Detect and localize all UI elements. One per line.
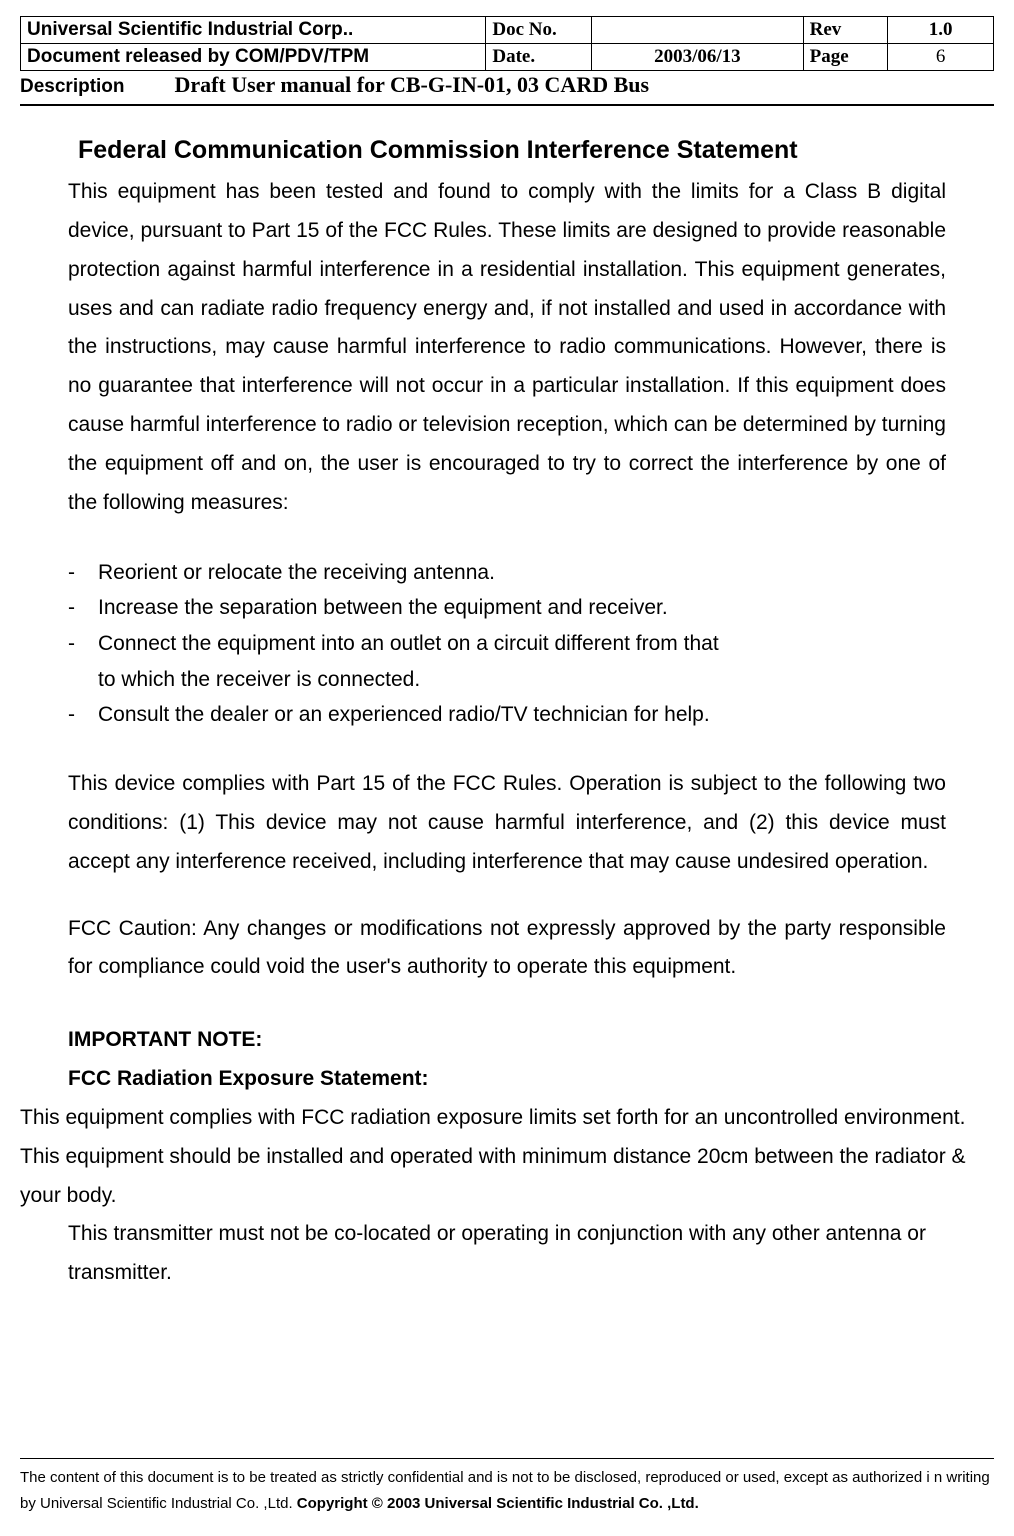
fcc-title: Federal Communication Commission Interfe…	[78, 136, 946, 165]
description-label: Description	[20, 76, 170, 98]
transmitter-body: This transmitter must not be co-located …	[68, 1215, 946, 1293]
rev-label: Rev	[803, 17, 888, 44]
radiation-body: This equipment complies with FCC radiati…	[20, 1099, 986, 1216]
list-item: -Increase the separation between the equ…	[68, 590, 946, 626]
list-item: -Connect the equipment into an outlet on…	[68, 626, 946, 697]
para-3: FCC Caution: Any changes or modification…	[68, 910, 946, 988]
date-value: 2003/06/13	[592, 44, 804, 71]
docno-label: Doc No.	[486, 17, 592, 44]
para-2: This device complies with Part 15 of the…	[68, 765, 946, 882]
released-by: Document released by COM/PDV/TPM	[21, 44, 486, 71]
rev-value: 1.0	[888, 17, 994, 44]
page-label: Page	[803, 44, 888, 71]
measures-list: -Reorient or relocate the receiving ante…	[68, 555, 946, 733]
date-label: Date.	[486, 44, 592, 71]
radiation-title: FCC Radiation Exposure Statement:	[68, 1060, 946, 1099]
description-row: Description Draft User manual for CB-G-I…	[20, 71, 994, 106]
important-note-heading: IMPORTANT NOTE:	[68, 1021, 946, 1060]
footer: The content of this document is to be tr…	[20, 1458, 994, 1516]
content-area: Federal Communication Commission Interfe…	[20, 136, 994, 1293]
company-name: Universal Scientific Industrial Corp..	[21, 17, 486, 44]
list-item: -Reorient or relocate the receiving ante…	[68, 555, 946, 591]
page-value: 6	[888, 44, 994, 71]
header-table: Universal Scientific Industrial Corp.. D…	[20, 16, 994, 71]
docno-value	[592, 17, 804, 44]
para-1: This equipment has been tested and found…	[68, 173, 946, 523]
list-item: -Consult the dealer or an experienced ra…	[68, 697, 946, 733]
description-text: Draft User manual for CB-G-IN-01, 03 CAR…	[174, 72, 649, 97]
copyright-text: Copyright © 2003 Universal Scientific In…	[297, 1495, 699, 1512]
